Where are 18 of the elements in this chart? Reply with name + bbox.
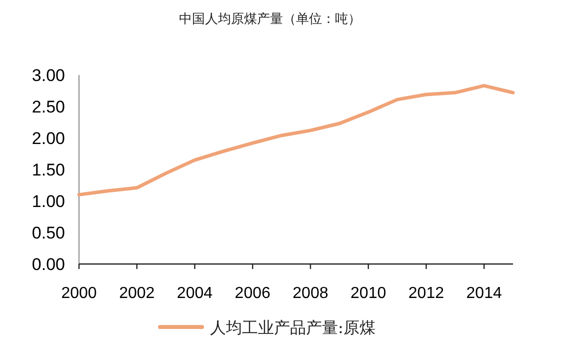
y-tick-label: 2.50 — [32, 98, 65, 116]
y-tick-label: 3.00 — [32, 66, 65, 85]
x-tick-label: 2006 — [234, 285, 270, 302]
chart-title: 中国人均原煤产量（单位：吨） — [179, 12, 361, 27]
y-tick-label: 0.50 — [32, 224, 65, 242]
x-tick-label: 2008 — [292, 285, 328, 302]
line-series — [77, 84, 515, 196]
legend-label: 人均工业产品产量:原煤 — [210, 318, 376, 337]
x-tick-label: 2010 — [350, 285, 386, 302]
x-tick-label: 2002 — [119, 285, 155, 302]
y-tick-label: 1.50 — [32, 160, 65, 180]
x-tick-label: 2004 — [176, 285, 213, 302]
x-tick-label: 2012 — [408, 285, 444, 302]
y-tick-label: 2.00 — [32, 129, 65, 148]
y-tick-label: 0.00 — [32, 255, 65, 274]
x-tick-label: 2014 — [466, 285, 502, 302]
x-tick-label: 2000 — [61, 285, 97, 302]
y-tick-label: 1.00 — [32, 192, 65, 211]
